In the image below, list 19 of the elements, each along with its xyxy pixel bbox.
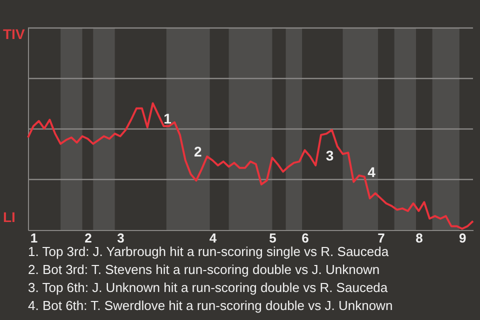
x-tick-label: 4 — [209, 230, 218, 246]
annotation: 4 — [368, 164, 376, 180]
annotation: 2 — [194, 144, 202, 160]
text: LI — [3, 209, 16, 225]
text: 1. Top 3rd: J. Yarbrough hit a run-scoring single vs R. Sauceda — [28, 244, 390, 259]
x-tick-label: 5 — [269, 230, 276, 246]
text: TIV — [3, 26, 26, 42]
annotation: 1 — [164, 110, 172, 127]
x-tick-label: 6 — [302, 230, 309, 246]
x-tick-label: 3 — [117, 230, 124, 246]
x-tick-label: 1 — [30, 230, 38, 246]
annotation: 3 — [326, 148, 334, 164]
text: 4. Bot 6th: T. Swerdlove hit a run-scoring double vs J. Unknown — [28, 298, 393, 313]
x-tick-label: 9 — [459, 230, 466, 246]
x-tick-label: 2 — [84, 230, 92, 246]
text: 2. Bot 3rd: T. Stevens hit a run-scoring double vs J. Unknown — [28, 262, 380, 277]
text: 3. Top 6th: J. Unknown hit a run-scoring double vs R. Sauceda — [28, 280, 388, 295]
x-tick-label: 7 — [378, 230, 385, 246]
x-tick-label: 8 — [416, 230, 423, 246]
